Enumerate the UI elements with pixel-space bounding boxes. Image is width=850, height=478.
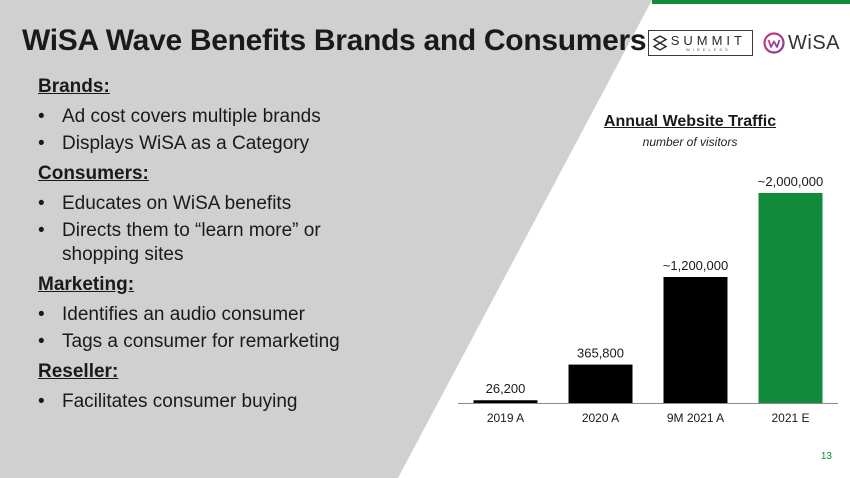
bullet-dot-icon: • bbox=[38, 133, 45, 154]
bullet-item: • Educates on WiSA benefits bbox=[38, 192, 378, 216]
x-tick-label-0: 2019 A bbox=[487, 411, 524, 425]
bar-3 bbox=[758, 193, 823, 403]
bar-2 bbox=[663, 277, 728, 403]
bullet-dot-icon: • bbox=[38, 391, 45, 412]
bullet-item: • Facilitates consumer buying bbox=[38, 390, 378, 414]
wisa-w-icon bbox=[763, 32, 785, 54]
bullet-dot-icon: • bbox=[38, 193, 45, 214]
gray-panel bbox=[0, 0, 652, 478]
bar-0 bbox=[473, 400, 538, 403]
data-label-2: ~1,200,000 bbox=[663, 258, 728, 273]
bullet-item: • Directs them to “learn more” or shoppin… bbox=[38, 219, 378, 267]
bar-1 bbox=[568, 364, 633, 403]
x-tick-label-2: 9M 2021 A bbox=[667, 411, 724, 425]
data-label-0: 26,200 bbox=[486, 381, 526, 396]
bullet-text: Ad cost covers multiple brands bbox=[62, 106, 321, 127]
summit-logo-word: SUMMIT bbox=[670, 32, 746, 48]
slide-title: WiSA Wave Benefits Brands and Consumers bbox=[22, 24, 647, 57]
accent-rule bbox=[652, 0, 850, 4]
bullet-text: Directs them to “learn more” or shopping… bbox=[62, 220, 321, 265]
chart-subtitle: number of visitors bbox=[642, 135, 738, 149]
summit-s-icon bbox=[652, 35, 667, 51]
section-heading: Reseller: bbox=[38, 361, 119, 382]
summit-wireless-logo: SUMMIT WIRELESS bbox=[647, 30, 753, 56]
wisa-logo: WiSA bbox=[763, 32, 840, 54]
chart-title: Annual Website Traffic bbox=[603, 113, 777, 130]
bullet-list: Brands: • Ad cost covers multiple brands • D… bbox=[38, 72, 378, 417]
bullet-dot-icon: • bbox=[38, 106, 45, 127]
summit-logo-sub: WIRELESS bbox=[686, 46, 731, 52]
bullet-text: Educates on WiSA benefits bbox=[62, 193, 292, 214]
data-label-1: 365,800 bbox=[577, 346, 624, 361]
bullet-item: • Identifies an audio consumer bbox=[38, 303, 378, 327]
bullet-text: Tags a consumer for remarketing bbox=[62, 331, 340, 352]
bullet-item: • Tags a consumer for remarketing bbox=[38, 330, 378, 354]
bullet-item: • Ad cost covers multiple brands bbox=[38, 105, 378, 129]
bullet-dot-icon: • bbox=[38, 220, 45, 241]
data-label-3: ~2,000,000 bbox=[758, 174, 823, 189]
logo-bar: SUMMIT WIRELESS WiSA bbox=[647, 30, 840, 56]
bullet-text: Displays WiSA as a Category bbox=[62, 133, 310, 154]
bullet-dot-icon: • bbox=[38, 304, 45, 325]
section-heading: Consumers: bbox=[38, 163, 149, 184]
wisa-logo-word: WiSA bbox=[788, 32, 840, 54]
bullet-text: Identifies an audio consumer bbox=[62, 304, 305, 325]
bullet-dot-icon: • bbox=[38, 331, 45, 352]
bullet-text: Facilitates consumer buying bbox=[62, 391, 298, 412]
section-heading: Brands: bbox=[38, 76, 110, 97]
bullet-item: • Displays WiSA as a Category bbox=[38, 132, 378, 156]
x-tick-label-1: 2020 A bbox=[582, 411, 619, 425]
section-heading: Marketing: bbox=[38, 274, 135, 295]
x-tick-label-3: 2021 E bbox=[771, 411, 809, 425]
page-number: 13 bbox=[820, 451, 832, 462]
